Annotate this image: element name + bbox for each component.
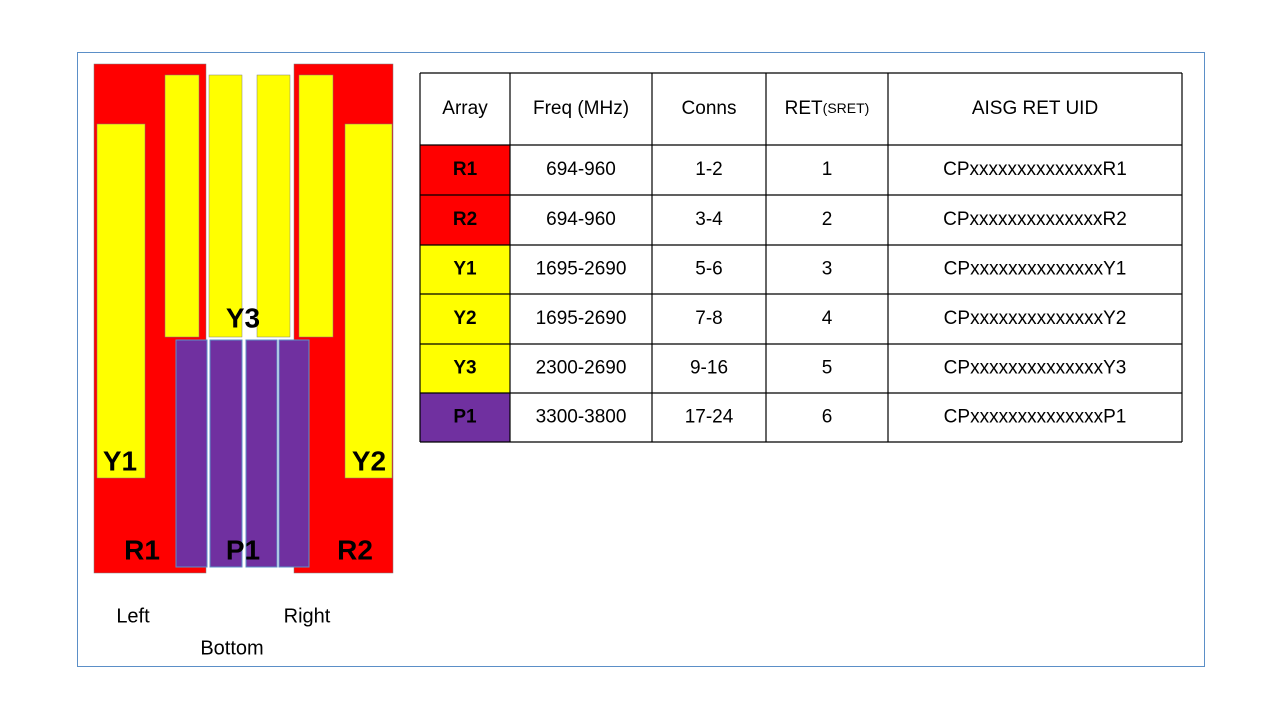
side-label: Right [284, 605, 331, 627]
yellow-strip [96, 123, 146, 479]
table-cell: 2 [822, 209, 833, 230]
array-label: Y2 [352, 445, 386, 476]
yellow-strip [164, 74, 200, 338]
antenna-diagram: Y1 Y2 Y3 R1 P1 R2 Left Bottom Right [93, 63, 394, 659]
table-cell: CPxxxxxxxxxxxxxxP1 [944, 407, 1127, 428]
array-swatch [420, 393, 510, 442]
header-part: (SRET) [823, 100, 870, 116]
header-cell: RET(SRET) [785, 98, 870, 119]
array-cell: P1 [453, 407, 477, 428]
table-cell: 3300-3800 [536, 407, 627, 428]
header-part: RET [785, 98, 823, 119]
purple-strip [209, 339, 243, 568]
header-cell: AISG RET UID [972, 98, 1098, 119]
table-cell: 694-960 [546, 159, 616, 180]
array-swatch [420, 344, 510, 393]
frame [77, 52, 1205, 667]
array-label: R2 [337, 534, 373, 565]
purple-strip [245, 339, 278, 568]
table-cell: CPxxxxxxxxxxxxxxR1 [943, 159, 1127, 180]
yellow-strip [208, 74, 243, 338]
table-cell: 1695-2690 [536, 308, 627, 329]
array-swatch [420, 245, 510, 294]
table-cell: CPxxxxxxxxxxxxxxY3 [944, 358, 1127, 379]
table-cell: 3-4 [695, 209, 723, 230]
array-swatch [420, 294, 510, 344]
table-cell: 2300-2690 [536, 358, 627, 379]
table-cell: CPxxxxxxxxxxxxxxR2 [943, 209, 1127, 230]
array-cell: R1 [453, 159, 478, 180]
table-cell: 6 [822, 407, 833, 428]
purple-strip [175, 339, 208, 568]
yellow-strip [256, 74, 291, 338]
array-swatch [420, 145, 510, 195]
array-cell: Y1 [453, 259, 477, 280]
table-cell: 4 [822, 308, 833, 329]
header-cell: Freq (MHz) [533, 98, 629, 119]
table-cell: 1695-2690 [536, 259, 627, 280]
array-label: R1 [124, 534, 160, 565]
array-label: P1 [226, 534, 260, 565]
ret-table: Array Freq (MHz) Conns RET(SRET) AISG RET UI… [419, 72, 1183, 443]
table-cell: 5 [822, 358, 833, 379]
array-swatch [420, 195, 510, 245]
table-cell: 694-960 [546, 209, 616, 230]
table-cell: 3 [822, 259, 833, 280]
array-cell: Y3 [453, 358, 476, 379]
table-cell: 9-16 [690, 358, 728, 379]
header-cell: Conns [682, 98, 737, 119]
purple-strip [278, 339, 310, 568]
table-cell: 1 [822, 159, 833, 180]
header-cell: Array [442, 98, 488, 119]
table-cell: CPxxxxxxxxxxxxxxY1 [944, 259, 1127, 280]
array-cell: R2 [453, 209, 477, 230]
yellow-strip [344, 123, 393, 479]
yellow-strip [298, 74, 334, 338]
side-label: Left [116, 605, 150, 627]
array-label: Y3 [226, 302, 260, 333]
array-label: Y1 [103, 445, 137, 476]
table-cell: 1-2 [695, 159, 722, 180]
side-label: Bottom [200, 637, 263, 659]
table-cell: 7-8 [695, 308, 722, 329]
table-cell: CPxxxxxxxxxxxxxxY2 [944, 308, 1127, 329]
table-cell: 17-24 [685, 407, 734, 428]
array-cell: Y2 [453, 308, 476, 329]
table-cell: 5-6 [695, 259, 722, 280]
